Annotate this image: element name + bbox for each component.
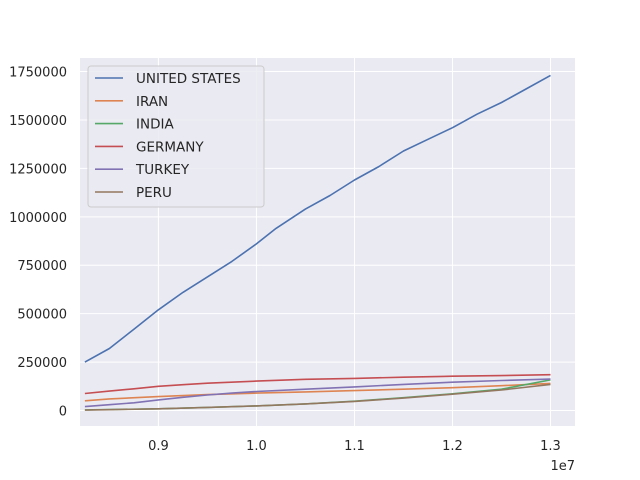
y-tick-label: 250000 — [17, 356, 67, 371]
x-tick-label: 1.1 — [344, 439, 365, 454]
x-offset-label: 1e7 — [550, 459, 575, 474]
x-tick-labels: 0.9 1.0 1.1 1.2 1.3 — [148, 439, 561, 454]
x-tick-label: 1.0 — [246, 439, 267, 454]
x-tick-label: 0.9 — [148, 439, 169, 454]
y-tick-label: 1750000 — [9, 66, 67, 81]
series-line-turkey — [84, 378, 551, 408]
legend-label: INDIA — [136, 117, 174, 133]
series-line-iran — [84, 382, 551, 402]
legend: UNITED STATES IRAN INDIA GERMANY TURKEY PERU — [87, 65, 265, 208]
series-line-united-states — [84, 74, 551, 363]
series-lines — [84, 74, 551, 411]
series-line-germany — [84, 373, 551, 395]
y-tick-label: 750000 — [17, 259, 67, 274]
x-tick-label: 1.2 — [442, 439, 463, 454]
legend-label: PERU — [136, 185, 172, 201]
legend-box — [87, 65, 265, 208]
legend-label: TURKEY — [135, 162, 190, 178]
y-tick-label: 1500000 — [9, 114, 67, 129]
legend-label: GERMANY — [136, 139, 204, 155]
grid-lines — [80, 58, 575, 426]
y-tick-label: 1000000 — [9, 211, 67, 226]
legend-label: UNITED STATES — [136, 71, 241, 87]
y-tick-label: 1250000 — [9, 162, 67, 177]
y-tick-labels: 0 250000 500000 750000 1000000 1250000 1500000… — [9, 66, 67, 420]
series-line-peru — [84, 383, 551, 411]
legend-label: IRAN — [136, 94, 168, 110]
x-tick-label: 1.3 — [540, 439, 561, 454]
y-tick-label: 500000 — [17, 308, 67, 323]
y-tick-label: 0 — [59, 405, 67, 420]
